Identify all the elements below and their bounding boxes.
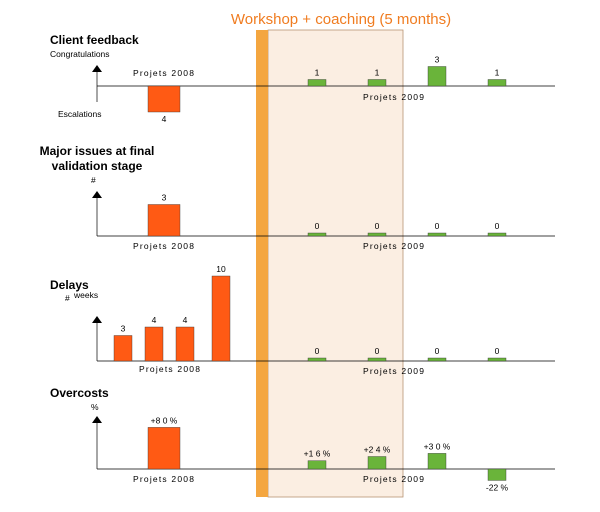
data-label-2009-0: +1 6 % [304, 449, 331, 459]
bar-2009-1 [367, 357, 387, 362]
y-axis-arrow [92, 65, 102, 72]
group-label-2008: Projets 2008 [133, 474, 195, 484]
data-label-2009-3: 1 [495, 68, 500, 78]
workshop-banner-label: Workshop + coaching (5 months) [231, 11, 451, 28]
group-label-2009: Projets 2009 [363, 366, 425, 376]
workshop-band [256, 30, 268, 497]
data-label-2009-3: 0 [495, 346, 500, 356]
bar-2008-2 [175, 326, 195, 362]
bar-2009-3 [487, 357, 507, 362]
y-axis-unit: weeks [73, 290, 98, 300]
data-label-2009-0: 0 [315, 346, 320, 356]
bar-2008-1 [144, 326, 164, 362]
bar-2009-2 [427, 232, 447, 237]
bar-2009-1 [367, 456, 387, 470]
bar-2009-1 [367, 79, 387, 87]
bar-2008-0 [147, 85, 181, 113]
panel-title: validation stage [52, 159, 143, 173]
bar-2009-3 [487, 468, 507, 481]
data-label-2008-1: 4 [152, 315, 157, 325]
group-label-2008: Projets 2008 [133, 68, 195, 78]
y-axis-label: # [91, 175, 96, 185]
panel-title: Delays [50, 278, 89, 292]
data-label-2008-0: 3 [121, 324, 126, 334]
bar-2008-3 [211, 275, 231, 362]
workshop-period-shade [267, 29, 404, 498]
data-label-2008-0: +8 0 % [151, 415, 178, 425]
data-label-2009-2: 0 [435, 346, 440, 356]
data-label-2009-3: 0 [495, 221, 500, 231]
group-label-2008: Projets 2008 [133, 241, 195, 251]
bar-2009-0 [307, 460, 327, 470]
bar-2009-0 [307, 79, 327, 87]
data-label-2008-2: 4 [183, 315, 188, 325]
panel-0: Client feedback Congratulations Escalation… [50, 33, 555, 124]
data-label-2008-0: 3 [162, 193, 167, 203]
data-label-2009-0: 1 [315, 68, 320, 78]
y-axis-label: % [91, 402, 99, 412]
bar-2009-3 [487, 79, 507, 87]
y-axis-label: # [65, 293, 70, 303]
data-label-2009-0: 0 [315, 221, 320, 231]
panel-2: Delays# weeks Projets 2008 Projets 2009 3 4 4 1… [50, 264, 555, 376]
data-label-2009-2: 3 [435, 55, 440, 65]
data-label-2009-1: 1 [375, 68, 380, 78]
data-label-2009-1: 0 [375, 346, 380, 356]
bar-2009-2 [427, 66, 447, 87]
panel-title: Major issues at final [40, 144, 155, 158]
bar-2009-0 [307, 232, 327, 237]
y-axis-arrow [92, 316, 102, 323]
panel-3: Overcosts% Projets 2008 Projets 2009 +8 0 %… [50, 386, 555, 492]
label-congratulations: Congratulations [50, 49, 110, 59]
data-label-2009-2: +3 0 % [424, 441, 451, 451]
bar-2009-2 [427, 453, 447, 470]
bar-2009-3 [487, 232, 507, 237]
bar-2008-0 [147, 427, 181, 470]
bar-2009-1 [367, 232, 387, 237]
panel-title: Client feedback [50, 33, 139, 47]
y-axis-arrow [92, 191, 102, 198]
data-label-2009-3: -22 % [486, 482, 509, 492]
y-axis-arrow [92, 416, 102, 423]
data-label-2009-2: 0 [435, 221, 440, 231]
group-label-2009: Projets 2009 [363, 92, 425, 102]
data-label-2009-1: 0 [375, 221, 380, 231]
group-label-2009: Projets 2009 [363, 241, 425, 251]
bar-2008-0 [147, 204, 181, 237]
data-label-2009-1: +2 4 % [364, 445, 391, 455]
bar-2009-0 [307, 357, 327, 362]
bar-2009-2 [427, 357, 447, 362]
group-label-2009: Projets 2009 [363, 474, 425, 484]
data-label-2008-0: 4 [162, 114, 167, 124]
data-label-2008-3: 10 [216, 264, 226, 274]
label-escalations: Escalations [58, 109, 101, 119]
bar-2008-0 [113, 335, 133, 362]
group-label-2008: Projets 2008 [139, 364, 201, 374]
panel-title: Overcosts [50, 386, 109, 400]
